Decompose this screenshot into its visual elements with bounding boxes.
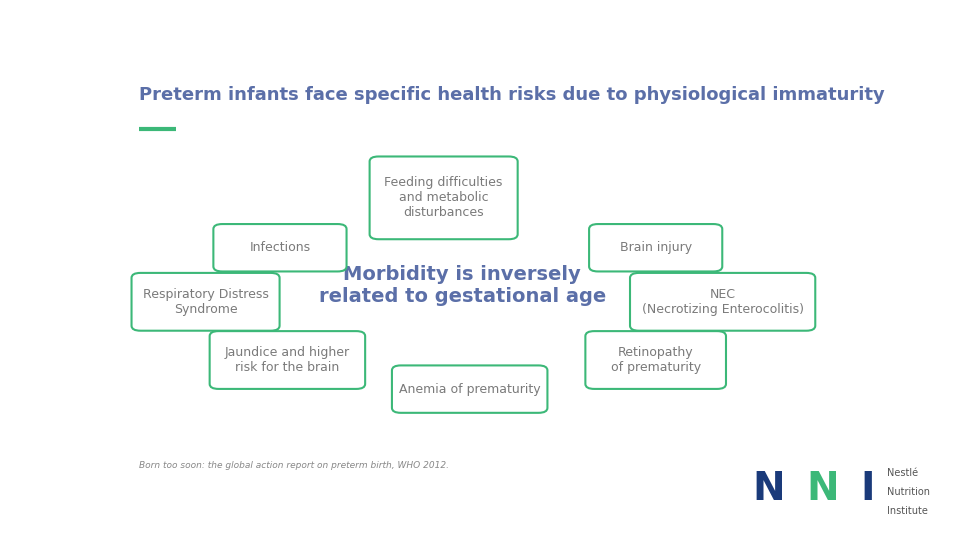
Text: Respiratory Distress
Syndrome: Respiratory Distress Syndrome xyxy=(143,288,269,316)
Text: I: I xyxy=(860,470,875,508)
Text: Retinopathy
of prematurity: Retinopathy of prematurity xyxy=(611,346,701,374)
Text: Morbidity is inversely
related to gestational age: Morbidity is inversely related to gestat… xyxy=(319,265,606,306)
Text: Feeding difficulties
and metabolic
disturbances: Feeding difficulties and metabolic distu… xyxy=(384,177,503,219)
Text: Nutrition: Nutrition xyxy=(887,487,930,497)
Text: Infections: Infections xyxy=(250,241,310,254)
Text: N: N xyxy=(806,470,839,508)
Text: N: N xyxy=(753,470,785,508)
FancyBboxPatch shape xyxy=(392,366,547,413)
Text: Anemia of prematurity: Anemia of prematurity xyxy=(398,383,540,396)
FancyBboxPatch shape xyxy=(209,331,365,389)
Text: NEC
(Necrotizing Enterocolitis): NEC (Necrotizing Enterocolitis) xyxy=(641,288,804,316)
Text: Jaundice and higher
risk for the brain: Jaundice and higher risk for the brain xyxy=(225,346,350,374)
FancyBboxPatch shape xyxy=(586,331,726,389)
Text: Institute: Institute xyxy=(887,506,928,516)
FancyBboxPatch shape xyxy=(370,157,517,239)
FancyBboxPatch shape xyxy=(589,224,722,272)
FancyBboxPatch shape xyxy=(213,224,347,272)
FancyBboxPatch shape xyxy=(132,273,279,330)
Text: Born too soon: the global action report on preterm birth, WHO 2012.: Born too soon: the global action report … xyxy=(138,461,448,470)
FancyBboxPatch shape xyxy=(630,273,815,330)
Text: Preterm infants face specific health risks due to physiological immaturity: Preterm infants face specific health ris… xyxy=(138,85,884,104)
Text: Brain injury: Brain injury xyxy=(619,241,692,254)
Text: Nestlé: Nestlé xyxy=(887,468,918,478)
